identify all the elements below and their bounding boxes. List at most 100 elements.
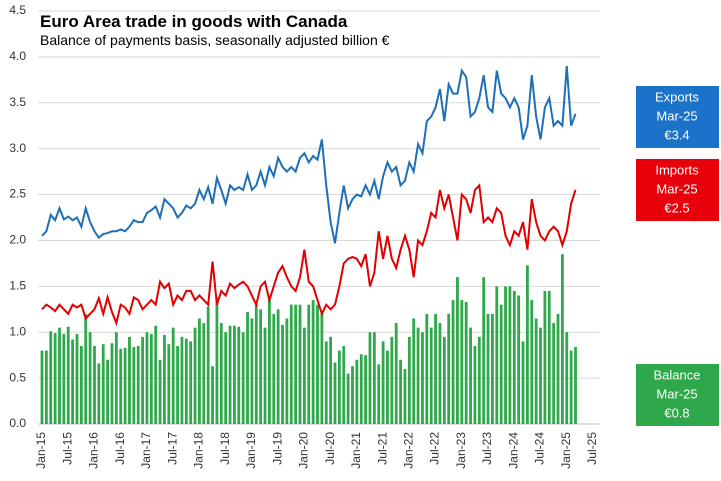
bar	[368, 332, 372, 424]
bar	[228, 325, 232, 424]
bar	[44, 350, 48, 424]
callout-text: €0.8	[664, 405, 689, 420]
x-tick-label: Jul-15	[60, 432, 74, 465]
callout-text: €2.5	[664, 200, 689, 215]
bar	[386, 350, 389, 424]
x-tick-label: Jan-15	[34, 432, 48, 469]
bar	[407, 336, 411, 424]
bar	[355, 359, 359, 424]
bar	[53, 333, 57, 424]
x-tick-label: Jan-22	[402, 432, 416, 469]
bar	[97, 363, 101, 424]
x-tick-label: Jul-17	[165, 432, 179, 465]
bar	[539, 327, 542, 424]
bar	[49, 331, 53, 424]
bar	[372, 332, 376, 424]
x-tick-label: Jan-24	[506, 432, 520, 469]
bar	[154, 325, 158, 424]
bar	[110, 343, 114, 424]
bar	[167, 344, 171, 424]
line	[41, 65, 577, 244]
bar	[364, 355, 368, 424]
bar	[211, 366, 214, 424]
bar	[206, 306, 210, 424]
bar	[442, 336, 446, 424]
y-tick-label: 2.0	[9, 233, 26, 247]
x-tick-label: Jul-25	[585, 432, 599, 465]
bar	[158, 359, 162, 424]
line	[41, 183, 577, 327]
bar	[298, 304, 302, 424]
bar	[473, 345, 477, 424]
bar	[189, 341, 193, 424]
bar	[202, 323, 206, 424]
y-tick-label: 4.5	[9, 3, 26, 17]
x-tick-label: Jan-19	[244, 432, 258, 469]
y-tick-label: 0.0	[9, 416, 26, 430]
bar	[329, 336, 333, 424]
bar	[482, 277, 486, 424]
bar	[534, 318, 538, 424]
bar	[184, 338, 188, 424]
x-tick-label: Jan-21	[349, 432, 363, 469]
y-tick-label: 3.5	[9, 95, 26, 109]
bar	[504, 286, 507, 424]
bar	[316, 304, 319, 424]
bar	[460, 300, 464, 424]
bar	[438, 323, 442, 424]
bar	[58, 327, 61, 424]
bar	[569, 350, 573, 424]
bar	[508, 286, 512, 424]
bar	[259, 309, 263, 424]
bar	[333, 362, 337, 424]
bar	[128, 336, 131, 424]
bar	[66, 326, 70, 424]
bar	[346, 373, 350, 424]
bar	[486, 313, 490, 424]
bar	[552, 323, 556, 424]
x-tick-label: Jul-19	[270, 432, 284, 465]
bar	[469, 327, 472, 424]
bar	[79, 345, 83, 424]
bar	[399, 359, 402, 424]
bar	[530, 300, 534, 424]
bar	[272, 313, 276, 424]
y-tick-label: 3.0	[9, 141, 26, 155]
bar	[145, 332, 149, 424]
bar	[359, 354, 363, 424]
bar	[521, 341, 525, 424]
bar	[337, 350, 341, 424]
callout-text: Mar-25	[656, 108, 697, 123]
bar	[75, 334, 79, 424]
bar	[62, 334, 66, 424]
bar	[119, 348, 123, 424]
bar	[451, 300, 455, 424]
bar	[412, 318, 416, 424]
bar	[351, 366, 354, 424]
bar	[294, 304, 298, 424]
bar	[149, 334, 153, 424]
bar	[491, 313, 494, 424]
bar	[193, 327, 197, 424]
bar	[224, 332, 228, 424]
x-tick-label: Jan-18	[192, 432, 206, 469]
bar	[512, 290, 516, 424]
x-tick-label: Jan-25	[559, 432, 573, 469]
y-tick-label: 1.0	[9, 324, 26, 338]
x-tick-label: Jul-22	[428, 432, 442, 465]
bar	[556, 313, 560, 424]
bar	[517, 295, 521, 424]
bar	[198, 318, 201, 424]
bar	[565, 332, 569, 424]
bar	[254, 304, 258, 424]
x-tick-label: Jul-21	[375, 432, 389, 465]
callout-text: Exports	[655, 89, 700, 104]
bar	[307, 304, 311, 424]
bar	[281, 324, 284, 424]
bar	[320, 313, 324, 424]
x-tick-label: Jul-23	[480, 432, 494, 465]
x-tick-label: Jan-23	[454, 432, 468, 469]
callout-text: Mar-25	[656, 386, 697, 401]
bar	[526, 265, 529, 424]
bar	[136, 345, 140, 424]
